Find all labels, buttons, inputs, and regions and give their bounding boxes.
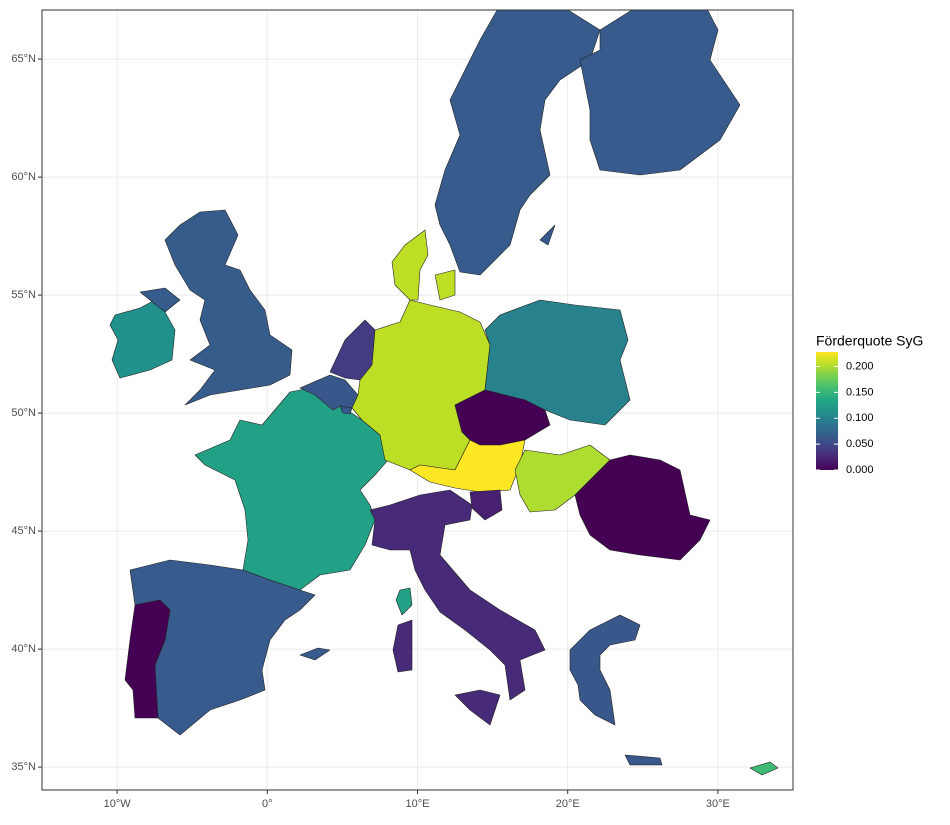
colorbar-label: 0.200 <box>846 360 874 372</box>
region <box>409 439 526 493</box>
region <box>139 209 293 406</box>
region <box>391 229 456 301</box>
y-tick-label: 55°N <box>11 289 36 301</box>
x-tick-label: 20°E <box>556 798 580 810</box>
y-tick-label: 35°N <box>11 761 36 773</box>
region <box>369 489 546 726</box>
region <box>469 489 503 521</box>
colorbar-label: 0.050 <box>846 438 874 450</box>
y-tick-label: 45°N <box>11 525 36 537</box>
y-tick-label: 65°N <box>11 53 36 65</box>
x-tick-label: 30°E <box>706 798 730 810</box>
y-tick-label: 50°N <box>11 407 36 419</box>
x-tick-label: 0° <box>262 798 273 810</box>
colorbar-label: 0.000 <box>846 464 874 476</box>
region <box>124 599 171 719</box>
y-tick-label: 60°N <box>11 171 36 183</box>
y-tick-label: 40°N <box>11 643 36 655</box>
region <box>194 387 413 616</box>
region <box>579 10 741 176</box>
x-tick-label: 10°W <box>104 798 132 810</box>
region <box>454 389 551 446</box>
region <box>339 405 353 415</box>
region <box>749 761 779 776</box>
region <box>434 10 601 276</box>
colorbar <box>816 352 838 470</box>
legend-title: Förderquote SyG <box>816 333 923 349</box>
colorbar-label: 0.150 <box>846 386 874 398</box>
colorbar-label: 0.100 <box>846 412 874 424</box>
x-tick-label: 10°E <box>406 798 430 810</box>
region <box>574 454 711 561</box>
region <box>569 614 663 766</box>
